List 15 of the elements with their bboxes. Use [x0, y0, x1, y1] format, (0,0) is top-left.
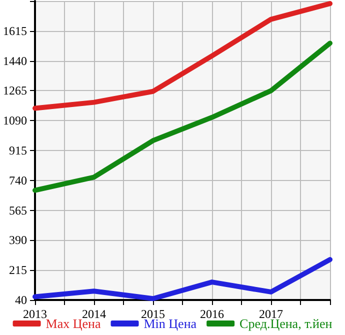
y-tick-label: 40	[15, 293, 27, 307]
x-tick-label: 2013	[23, 307, 47, 321]
y-tick-label: 915	[9, 144, 27, 158]
y-tick-label: 215	[9, 263, 27, 278]
x-tick-label: 2015	[141, 307, 165, 321]
x-tick-label: 2017	[259, 307, 283, 321]
x-tick-label: 2014	[82, 307, 106, 321]
y-tick-label: 565	[9, 203, 27, 218]
x-tick-label: 2016	[200, 307, 224, 321]
y-tick-label: 1615	[3, 24, 27, 38]
y-tick-label: 1265	[3, 84, 27, 98]
y-tick-label: 1440	[3, 54, 27, 68]
y-tick-label: 390	[9, 233, 27, 248]
y-tick-label: 740	[9, 173, 27, 188]
y-tick-label: 1090	[3, 114, 27, 128]
